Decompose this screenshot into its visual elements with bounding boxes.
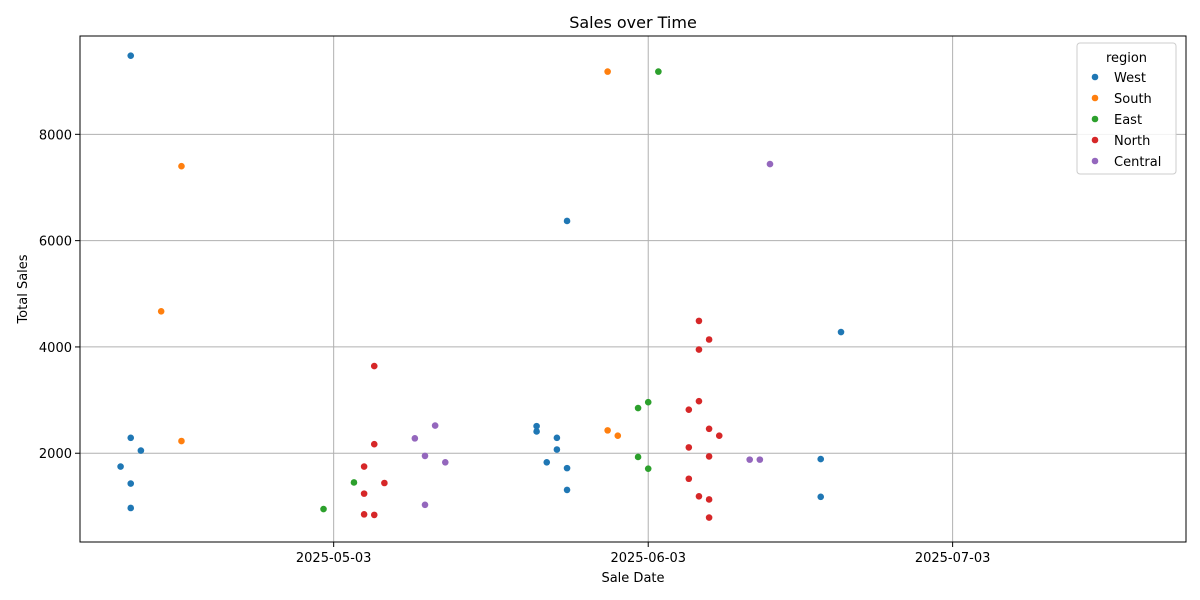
legend-marker-south bbox=[1091, 94, 1099, 102]
legend-label-central: Central bbox=[1114, 155, 1161, 170]
legend: region West South East North Central bbox=[1076, 42, 1177, 175]
y-tick-label: 6000 bbox=[39, 235, 72, 250]
data-point-north bbox=[360, 463, 368, 470]
y-tick-label: 4000 bbox=[39, 341, 72, 356]
legend-box bbox=[1076, 42, 1177, 175]
data-point-north bbox=[705, 336, 713, 343]
data-point-north bbox=[370, 440, 378, 448]
legend-marker-west bbox=[1091, 73, 1099, 81]
data-point-west bbox=[817, 493, 825, 501]
data-point-north bbox=[715, 432, 723, 439]
data-point-central bbox=[746, 456, 753, 463]
y-axis-ticks: 2000 4000 6000 8000 bbox=[39, 128, 80, 462]
data-point-north bbox=[360, 490, 368, 497]
data-point-central bbox=[766, 160, 774, 168]
data-point-central bbox=[421, 501, 429, 509]
data-point-central bbox=[756, 456, 764, 463]
y-tick-label: 8000 bbox=[39, 128, 72, 143]
data-point-west bbox=[837, 328, 845, 336]
data-point-central bbox=[421, 452, 429, 460]
y-tick-label: 2000 bbox=[39, 447, 72, 462]
data-points bbox=[117, 52, 845, 521]
data-point-north bbox=[381, 479, 388, 487]
legend-label-west: West bbox=[1114, 71, 1146, 86]
y-axis-label: Total Sales bbox=[16, 254, 31, 324]
chart-title: Sales over Time bbox=[569, 13, 697, 32]
x-axis-label: Sale Date bbox=[601, 571, 664, 586]
data-point-west bbox=[533, 422, 540, 430]
data-point-south bbox=[614, 432, 622, 439]
data-point-east bbox=[644, 398, 652, 406]
data-point-south bbox=[604, 68, 611, 75]
data-point-north bbox=[695, 346, 703, 353]
legend-marker-east bbox=[1091, 115, 1099, 123]
legend-label-south: South bbox=[1114, 92, 1152, 107]
data-point-west bbox=[817, 455, 825, 463]
data-point-east bbox=[644, 465, 652, 472]
data-point-south bbox=[604, 427, 611, 434]
data-point-west bbox=[563, 464, 571, 472]
data-point-west bbox=[127, 434, 135, 442]
data-point-east bbox=[320, 505, 327, 513]
data-point-north bbox=[695, 492, 703, 500]
x-tick-label: 2025-07-03 bbox=[915, 551, 991, 566]
data-point-north bbox=[705, 425, 713, 433]
data-point-south bbox=[178, 437, 185, 445]
data-point-central bbox=[411, 435, 419, 442]
data-point-west bbox=[563, 486, 571, 494]
data-point-north bbox=[705, 514, 713, 521]
data-point-west bbox=[563, 217, 571, 225]
data-point-east bbox=[350, 479, 358, 486]
data-point-south bbox=[157, 308, 165, 315]
data-point-west bbox=[127, 480, 135, 487]
data-point-north bbox=[705, 496, 713, 503]
legend-marker-central bbox=[1091, 157, 1099, 165]
data-point-north bbox=[685, 406, 693, 413]
data-point-north bbox=[705, 453, 713, 460]
legend-marker-north bbox=[1091, 136, 1099, 144]
data-point-north bbox=[685, 475, 693, 483]
x-tick-label: 2025-06-03 bbox=[610, 551, 686, 566]
data-point-east bbox=[655, 68, 662, 75]
data-point-west bbox=[533, 428, 540, 435]
data-point-east bbox=[634, 404, 642, 412]
legend-label-east: East bbox=[1114, 113, 1142, 128]
data-point-west bbox=[117, 463, 124, 470]
data-point-north bbox=[695, 317, 703, 325]
data-point-central bbox=[441, 458, 449, 466]
data-point-north bbox=[370, 362, 378, 370]
x-tick-label: 2025-05-03 bbox=[296, 551, 372, 566]
data-point-west bbox=[553, 446, 561, 453]
data-point-east bbox=[634, 453, 642, 461]
data-point-south bbox=[178, 162, 185, 170]
data-point-west bbox=[127, 52, 135, 59]
plot-frame bbox=[79, 35, 1187, 543]
data-point-west bbox=[553, 434, 561, 442]
data-point-central bbox=[431, 422, 439, 429]
data-point-north bbox=[685, 444, 693, 451]
data-point-north bbox=[370, 511, 378, 519]
x-axis-ticks: 2025-05-03 2025-06-03 2025-07-03 bbox=[296, 542, 991, 566]
data-point-west bbox=[127, 504, 135, 512]
legend-label-north: North bbox=[1114, 134, 1150, 149]
data-point-north bbox=[360, 511, 368, 518]
legend-title: region bbox=[1106, 51, 1147, 66]
grid-lines bbox=[80, 36, 1186, 542]
data-point-north bbox=[695, 397, 703, 405]
data-point-west bbox=[137, 447, 145, 454]
data-point-west bbox=[543, 458, 551, 466]
